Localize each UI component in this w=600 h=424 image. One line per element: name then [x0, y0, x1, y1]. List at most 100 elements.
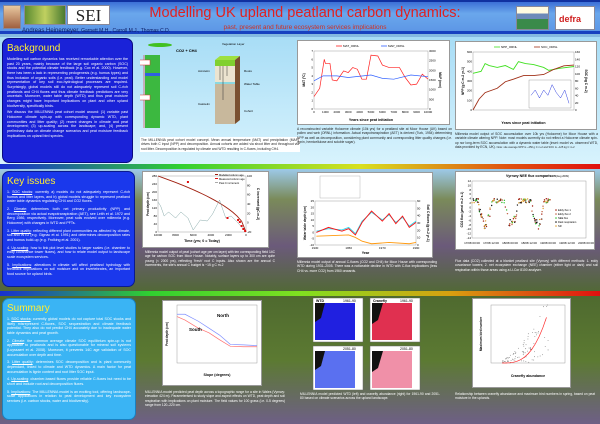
npp-soc-chart: 0 100 200 300 400 500 600 0 20 40 60 80 100 120 140 160… [455, 41, 597, 130]
bird-point [502, 360, 503, 362]
y-axis-label: Water table depth (cm) [303, 206, 307, 240]
x-tick-label: 7000 [390, 110, 397, 114]
bird-point [503, 360, 504, 362]
chart-title: Vyrnwy NEE flux comparison [506, 174, 556, 178]
water-table-chart: -10 -5 0 5 10 15 20 25 0 10 20 30 40 50 60 1930 1950 1970… [297, 172, 433, 258]
flux-point [498, 200, 500, 202]
legend-label: Eddy flux 1 [558, 208, 571, 212]
divider-bar [0, 291, 600, 296]
bird-point [527, 350, 528, 352]
y-tick-label-right: 0 [417, 243, 419, 247]
y-tick-label: -14 [467, 236, 472, 240]
y-axis-label: Peat depth (cm) [146, 192, 150, 216]
x-tick-label: 20/08 00:00 [578, 241, 594, 245]
cohort-diagram: CO2 + CH4 Vegetation Layer Acrotelm Root… [137, 42, 260, 128]
bird-point [539, 316, 541, 317]
flux-point [485, 225, 488, 228]
flux-point [515, 215, 517, 218]
y-tick-label: -5 [311, 237, 314, 241]
flux-point [511, 220, 514, 223]
key-issues-heading: Key issues [7, 176, 56, 187]
legend-swatch [555, 221, 557, 223]
flux-point [521, 200, 523, 203]
bird-point [507, 359, 509, 361]
bird-point [527, 336, 529, 338]
bird-point [547, 340, 549, 342]
y-axis-label: Maximum bird number [479, 316, 483, 351]
flux-point [489, 207, 491, 209]
bird-point [517, 347, 519, 349]
university-of-york-logo [24, 5, 66, 25]
bird-point [506, 357, 507, 359]
x-tick-label: 1930 [312, 246, 319, 250]
defra-logo: defra [555, 6, 595, 30]
bird-point [547, 349, 549, 351]
background-heading: Background [7, 43, 61, 54]
y-tick-label: 80 [154, 214, 158, 218]
flux-point [503, 202, 505, 204]
x-tick-label: 1950 [345, 246, 352, 250]
x-axis-label: Time (yrs; 0 = Today) [184, 239, 221, 243]
y-tick-label: 7 [311, 49, 313, 53]
y-tick-label: -6 [468, 218, 471, 222]
inset-chart [319, 175, 361, 199]
plot-area [490, 304, 566, 364]
flux-point [534, 220, 536, 222]
y-tick-label-right: 40 [247, 202, 251, 206]
y-tick-label: 2 [311, 90, 313, 94]
flux-point [501, 199, 504, 201]
x-tick-label: 3000 [345, 110, 352, 114]
flux-point [483, 227, 486, 230]
legend-label: NEE flux [558, 216, 569, 220]
bird-point [522, 354, 524, 356]
flux-point [544, 200, 546, 203]
flux-point [471, 202, 473, 204]
flux-point [540, 218, 543, 221]
flux-point [522, 199, 524, 201]
bird-point [509, 354, 511, 356]
nee-flux-caption: Flux data (CO2) collected at a blanket p… [455, 259, 598, 272]
bird-point [542, 306, 544, 308]
y-tick-label-right: 20 [417, 228, 421, 232]
y-tick-label: 20 [311, 205, 315, 209]
flux-point [545, 198, 548, 200]
inset-series-line [530, 84, 570, 104]
y-tick-label-right: 40 [417, 214, 421, 218]
co2-ch4-label: CO2 + CH4 [176, 48, 198, 53]
y-tick-label: 0 [155, 230, 157, 234]
y-tick-label: 280 [152, 174, 157, 178]
birds-caption: Relationship between cranefly abundance … [455, 392, 595, 401]
flux-point [532, 213, 534, 216]
slope-peat-depth-chart: Slope (degrees) Peat depth (cm) North South [162, 300, 262, 386]
plot-area [157, 175, 247, 233]
y-tick-label: -4 [468, 214, 471, 218]
flux-point [501, 201, 503, 204]
x-tick-label: 4000 [356, 110, 363, 114]
legend-swatch [555, 225, 557, 227]
flux-point [539, 223, 541, 225]
flux-point [542, 205, 544, 207]
bird-point [525, 361, 527, 363]
bird-point [533, 343, 535, 344]
bird-point [528, 361, 530, 363]
divider-bar [0, 164, 600, 169]
flux-point [536, 219, 538, 221]
y-axis-label-right: C increment (gC m-2) [256, 188, 260, 220]
flux-point [519, 202, 521, 204]
flux-point [548, 199, 551, 201]
flux-point [512, 218, 515, 220]
flux-point [504, 206, 507, 208]
flux-point [479, 208, 481, 211]
flux-point [534, 223, 537, 225]
flux-point [528, 201, 530, 204]
legend-label: Modelled column age [219, 173, 244, 177]
y-tick-label-right: 500 [429, 97, 434, 101]
plot-area [314, 200, 417, 246]
bird-point [536, 334, 537, 336]
peat-depth-age-chart: 0 40 80 120 160 200 240 280 -20 0 20 40 60 80 100 10000… [142, 171, 269, 248]
fit-line [502, 317, 547, 364]
legend-label: NPP_ORNL [501, 45, 518, 49]
flux-point [475, 198, 478, 200]
flux-point [516, 204, 519, 206]
bird-point [529, 347, 531, 349]
